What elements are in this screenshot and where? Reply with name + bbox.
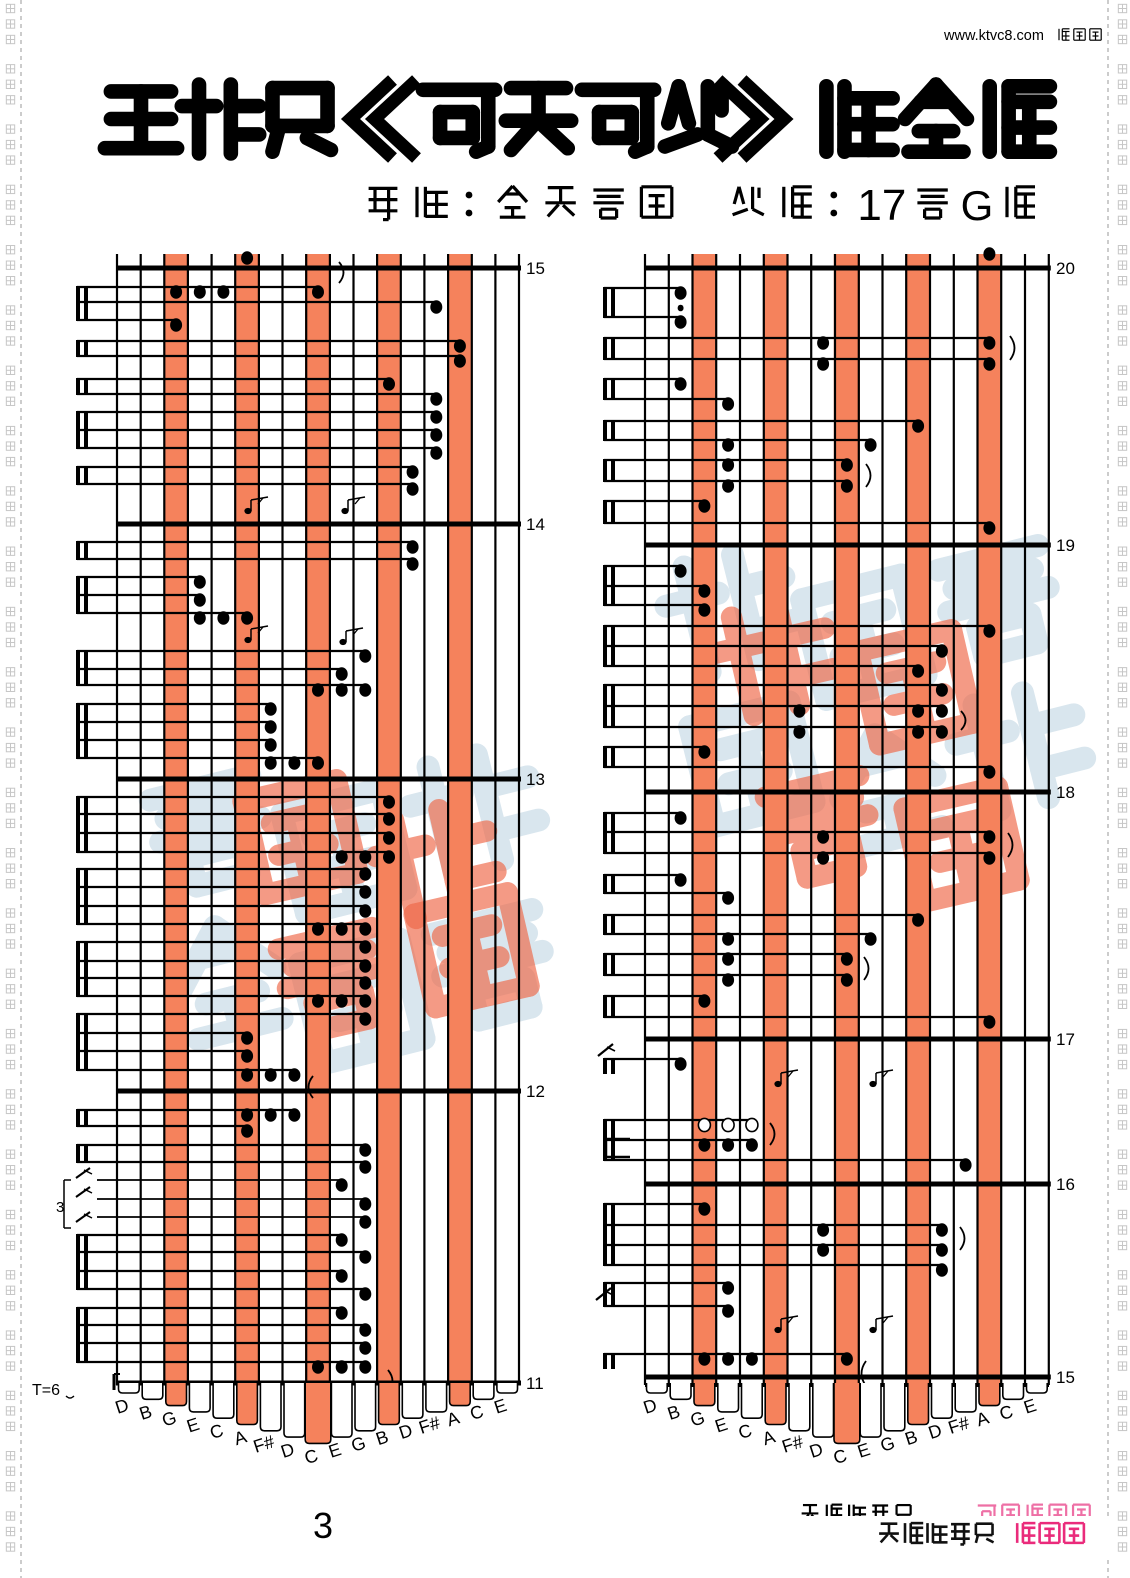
svg-text:F#: F# xyxy=(779,1431,805,1457)
svg-text:3: 3 xyxy=(313,1505,333,1546)
svg-text:B: B xyxy=(137,1401,155,1424)
svg-text:T=6: T=6 xyxy=(32,1382,60,1399)
svg-text:www.ktvc8.com: www.ktvc8.com xyxy=(943,28,1044,44)
svg-text:C: C xyxy=(302,1445,321,1468)
svg-text:15: 15 xyxy=(1056,1368,1075,1387)
svg-text:C: C xyxy=(831,1445,850,1468)
svg-text:E: E xyxy=(1021,1395,1039,1418)
svg-text:F#: F# xyxy=(251,1431,277,1457)
svg-text:D: D xyxy=(926,1420,945,1443)
svg-text:12: 12 xyxy=(526,1082,545,1101)
svg-text:17: 17 xyxy=(857,181,906,230)
svg-text:G: G xyxy=(688,1407,708,1430)
svg-text:G: G xyxy=(349,1432,369,1455)
svg-text:D: D xyxy=(396,1420,415,1443)
svg-text:E: E xyxy=(184,1414,202,1437)
svg-text:E: E xyxy=(492,1395,510,1418)
svg-text:D: D xyxy=(641,1395,660,1418)
svg-text:D: D xyxy=(113,1395,132,1418)
svg-text:16: 16 xyxy=(1056,1175,1075,1194)
svg-text:A: A xyxy=(760,1426,778,1449)
svg-text:17: 17 xyxy=(1056,1030,1075,1049)
svg-text:G: G xyxy=(961,182,994,229)
svg-text:13: 13 xyxy=(526,770,545,789)
svg-text:C: C xyxy=(997,1401,1016,1424)
svg-text:B: B xyxy=(373,1426,391,1449)
svg-text:A: A xyxy=(231,1426,249,1449)
svg-text:20: 20 xyxy=(1056,259,1075,278)
svg-text:E: E xyxy=(712,1414,730,1437)
svg-text:15: 15 xyxy=(526,259,545,278)
svg-text:3: 3 xyxy=(56,1199,64,1216)
svg-text:11: 11 xyxy=(526,1374,544,1393)
svg-text:18: 18 xyxy=(1056,783,1075,802)
svg-text:D: D xyxy=(807,1439,826,1462)
svg-text:19: 19 xyxy=(1056,536,1075,555)
svg-text:B: B xyxy=(665,1401,683,1424)
svg-text:14: 14 xyxy=(526,515,545,534)
svg-text:G: G xyxy=(159,1407,179,1430)
svg-text:B: B xyxy=(902,1426,920,1449)
svg-text:E: E xyxy=(326,1439,344,1462)
svg-text:E: E xyxy=(855,1439,873,1462)
svg-text:A: A xyxy=(444,1408,462,1431)
svg-text:C: C xyxy=(467,1401,486,1424)
svg-text:A: A xyxy=(974,1408,992,1431)
svg-text:G: G xyxy=(878,1432,898,1455)
svg-text:C: C xyxy=(207,1420,226,1443)
svg-text:C: C xyxy=(736,1420,755,1443)
svg-text:D: D xyxy=(278,1439,297,1462)
